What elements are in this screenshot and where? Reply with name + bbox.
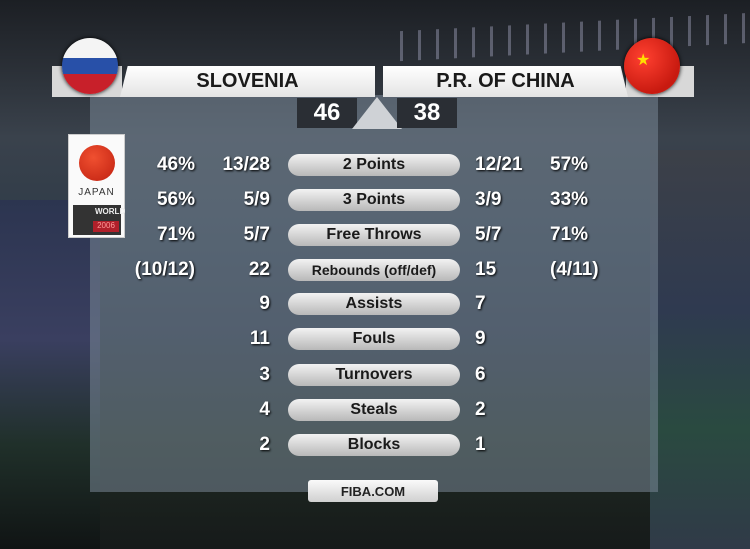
left-value: 13/28 (222, 154, 270, 175)
stat-label: Assists (288, 293, 460, 315)
right-value: 12/21 (475, 154, 523, 175)
right-value: 15 (475, 259, 497, 280)
world-championship-logo: JAPAN WORLD 2006 (68, 134, 125, 238)
left-value: 22 (248, 259, 270, 280)
right-percent: 57% (550, 154, 589, 175)
score-right: 38 (397, 98, 457, 128)
left-value: 11 (249, 328, 270, 349)
left-percent: 56% (156, 189, 195, 210)
left-percent: (10/12) (134, 259, 195, 280)
team-name-left: SLOVENIA (120, 66, 375, 97)
right-value: 6 (475, 364, 486, 385)
right-percent: 33% (550, 189, 589, 210)
right-value: 2 (475, 399, 486, 420)
stat-row: 3 Turnovers 6 (0, 363, 750, 387)
right-value: 5/7 (475, 224, 502, 245)
logo-event-box: WORLD 2006 (73, 205, 125, 235)
right-percent: (4/11) (550, 259, 599, 280)
team-name-right: P.R. OF CHINA (383, 66, 628, 97)
stat-row: (10/12) 22 Rebounds (off/def) 15 (4/11) (0, 258, 750, 282)
fiba-footer: FIBA.COM (308, 480, 438, 502)
right-value: 9 (475, 328, 486, 349)
right-value: 7 (475, 293, 486, 314)
left-value: 9 (259, 293, 270, 314)
stat-row: 71% 5/7 Free Throws 5/7 71% (0, 223, 750, 247)
stat-label: Turnovers (288, 364, 460, 386)
stat-row: 9 Assists 7 (0, 292, 750, 316)
stat-row: 56% 5/9 3 Points 3/9 33% (0, 188, 750, 212)
logo-event: WORLD (95, 207, 126, 216)
arena-background-right (650, 150, 750, 549)
china-flag-icon: ★ (624, 38, 680, 94)
stat-row: 46% 13/28 2 Points 12/21 57% (0, 153, 750, 177)
slovenia-flag-icon (62, 38, 118, 94)
right-value: 1 (475, 434, 486, 455)
stat-row: 2 Blocks 1 (0, 433, 750, 457)
left-percent: 71% (156, 224, 195, 245)
stat-label: 2 Points (288, 154, 460, 176)
stat-row: 11 Fouls 9 (0, 327, 750, 351)
logo-year: 2006 (93, 221, 119, 232)
right-value: 3/9 (475, 189, 502, 210)
arena-lights (400, 12, 750, 62)
stat-label: Fouls (288, 328, 460, 350)
stat-label: Steals (288, 399, 460, 421)
left-value: 5/9 (243, 189, 270, 210)
left-value: 4 (259, 399, 270, 420)
arena-background-left (0, 200, 100, 549)
stat-row: 4 Steals 2 (0, 398, 750, 422)
left-value: 5/7 (243, 224, 270, 245)
left-percent: 46% (156, 154, 195, 175)
left-value: 2 (259, 434, 270, 455)
stat-label: Blocks (288, 434, 460, 456)
japan-sun-icon (79, 145, 115, 181)
left-value: 3 (259, 364, 270, 385)
right-percent: 71% (550, 224, 589, 245)
logo-country: JAPAN (78, 187, 115, 198)
score-left: 46 (297, 98, 357, 128)
stat-label: Rebounds (off/def) (288, 259, 460, 281)
stat-label: 3 Points (288, 189, 460, 211)
stat-label: Free Throws (288, 224, 460, 246)
